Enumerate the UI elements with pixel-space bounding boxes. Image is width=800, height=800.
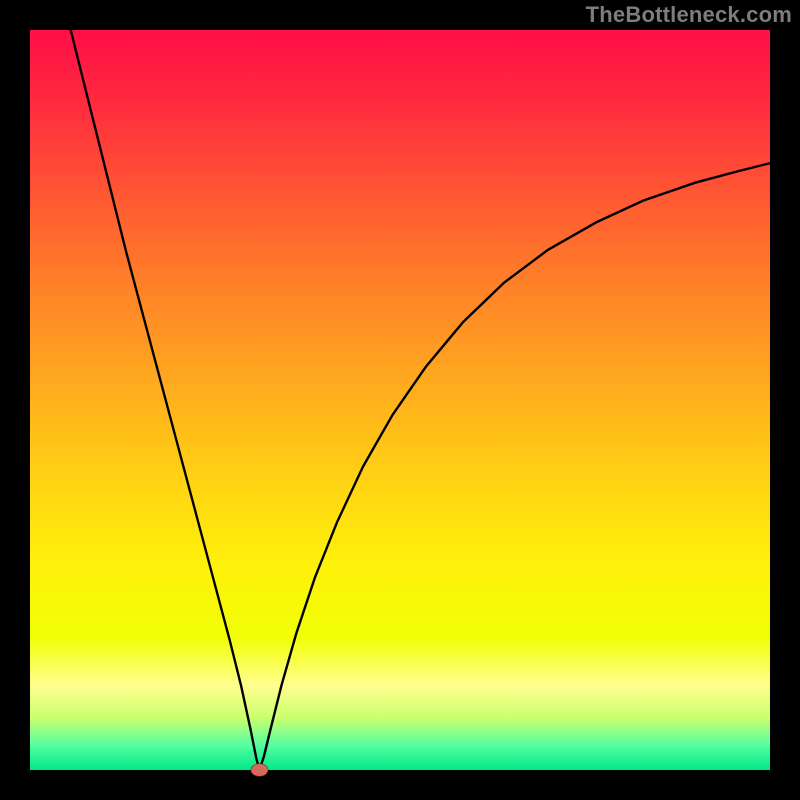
bottleneck-chart	[0, 0, 800, 800]
chart-container: TheBottleneck.com	[0, 0, 800, 800]
optimum-marker	[251, 764, 268, 777]
chart-background	[30, 30, 770, 770]
